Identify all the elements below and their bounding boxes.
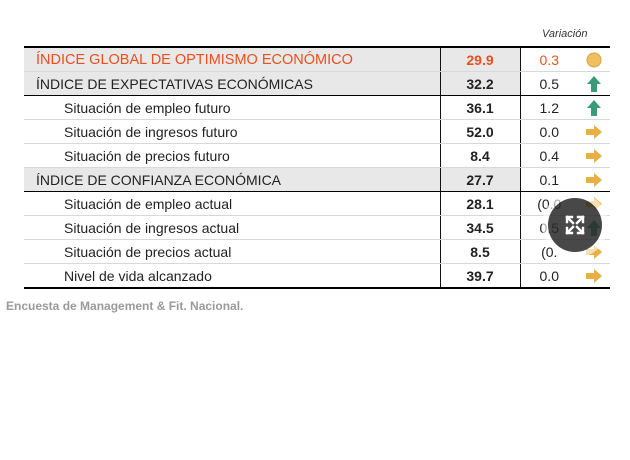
row-trend	[578, 119, 610, 144]
row-value: 39.7	[440, 263, 521, 289]
arrow-right-icon	[585, 171, 603, 188]
row-variation: 0.3	[520, 47, 578, 72]
arrow-right-icon	[585, 147, 603, 164]
row-trend	[578, 47, 610, 72]
expand-icon	[565, 215, 585, 235]
row-value: 29.9	[440, 47, 521, 72]
row-label: Situación de empleo futuro	[24, 95, 441, 120]
row-value: 32.2	[440, 71, 521, 96]
row-value: 27.7	[440, 167, 521, 192]
table-row: ÍNDICE DE CONFIANZA ECONÓMICA 27.7 0.1	[24, 167, 610, 192]
row-value: 8.4	[440, 143, 521, 168]
table-row: Nivel de vida alcanzado 39.7 0.0	[24, 263, 610, 289]
row-label: ÍNDICE DE EXPECTATIVAS ECONÓMICAS	[24, 71, 441, 96]
table-row: Situación de empleo actual 28.1 (0.0	[24, 191, 610, 216]
table-row: Situación de precios futuro 8.4 0.4	[24, 143, 610, 168]
row-trend	[578, 143, 610, 168]
row-variation: 0.0	[520, 263, 578, 289]
row-label: Situación de empleo actual	[24, 191, 441, 216]
arrow-right-icon	[585, 195, 603, 212]
row-trend	[578, 167, 610, 192]
row-label: Situación de precios futuro	[24, 143, 441, 168]
arrow-right-icon	[585, 243, 603, 260]
row-label: Situación de precios actual	[24, 239, 441, 264]
circle-neutral-icon	[586, 51, 602, 68]
row-label: Situación de ingresos actual	[24, 215, 441, 240]
row-value: 52.0	[440, 119, 521, 144]
table-row: ÍNDICE DE EXPECTATIVAS ECONÓMICAS 32.2 0.5	[24, 71, 610, 96]
row-variation: 1.2	[520, 95, 578, 120]
row-variation: 0.5	[520, 71, 578, 96]
table-row: Situación de ingresos futuro 52.0 0.0	[24, 119, 610, 144]
arrow-right-icon	[585, 123, 603, 140]
row-variation: 0.1	[520, 167, 578, 192]
arrow-up-icon	[586, 98, 602, 116]
table-row: Situación de empleo futuro 36.1 1.2	[24, 95, 610, 120]
row-variation: 0.4	[520, 143, 578, 168]
row-label: Situación de ingresos futuro	[24, 119, 441, 144]
row-value: 8.5	[440, 239, 521, 264]
row-variation: 0.0	[520, 119, 578, 144]
optimism-index-table-container: Variación ÍNDICE GLOBAL DE OPTIMISMO ECO…	[24, 24, 610, 289]
table-row: Situación de precios actual 8.5 (0.	[24, 239, 610, 264]
table-row: ÍNDICE GLOBAL DE OPTIMISMO ECONÓMICO 29.9…	[24, 47, 610, 72]
row-label: ÍNDICE DE CONFIANZA ECONÓMICA	[24, 167, 441, 192]
row-value: 36.1	[440, 95, 521, 120]
arrow-up-icon	[586, 74, 602, 92]
row-label: ÍNDICE GLOBAL DE OPTIMISMO ECONÓMICO	[24, 47, 441, 72]
arrow-right-icon	[585, 267, 603, 284]
expand-image-button[interactable]	[548, 198, 602, 252]
row-value: 28.1	[440, 191, 521, 216]
row-trend	[578, 95, 610, 120]
source-caption: Encuesta de Management & Fit. Nacional.	[6, 299, 244, 313]
row-trend	[578, 263, 610, 289]
row-label: Nivel de vida alcanzado	[24, 263, 441, 289]
row-trend	[578, 71, 610, 96]
optimism-index-table: ÍNDICE GLOBAL DE OPTIMISMO ECONÓMICO 29.9…	[24, 46, 610, 289]
row-value: 34.5	[440, 215, 521, 240]
variation-header: Variación	[542, 28, 588, 40]
variation-header-row: Variación	[24, 24, 610, 46]
